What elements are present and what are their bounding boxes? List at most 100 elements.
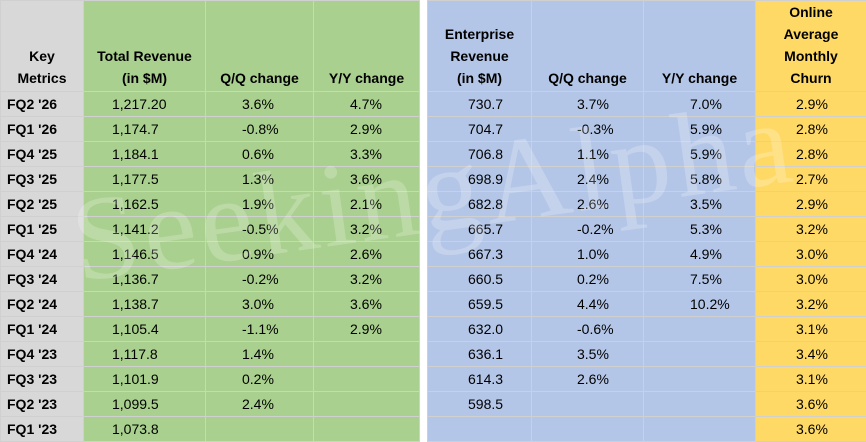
cell-quarter: FQ2 '26 <box>0 91 84 117</box>
header-total-revenue: Total Revenue (in $M) <box>83 0 206 92</box>
column-separator <box>419 341 428 367</box>
cell-enterprise-qq-change <box>531 416 644 442</box>
cell-enterprise-qq-change: 1.0% <box>531 241 644 267</box>
cell-online-churn: 2.9% <box>755 191 866 217</box>
header-line: Total Revenue <box>97 48 192 64</box>
table-row: FQ1 '23 1,073.8 3.6% <box>0 416 866 442</box>
cell-enterprise-qq-change: 4.4% <box>531 291 644 317</box>
header-key-metrics: Key Metrics <box>0 0 84 92</box>
cell-enterprise-qq-change: -0.6% <box>531 316 644 342</box>
cell-total-revenue: 1,073.8 <box>83 416 206 442</box>
cell-quarter: FQ1 '23 <box>0 416 84 442</box>
cell-online-churn: 3.6% <box>755 416 866 442</box>
cell-enterprise-qq-change: 1.1% <box>531 141 644 167</box>
cell-enterprise-yy-change: 5.3% <box>643 216 756 242</box>
cell-quarter: FQ2 '23 <box>0 391 84 417</box>
header-line: Online <box>789 4 833 20</box>
cell-quarter: FQ2 '24 <box>0 291 84 317</box>
cell-enterprise-revenue: 667.3 <box>427 241 532 267</box>
header-line: Metrics <box>17 70 67 86</box>
table-row: FQ2 '26 1,217.20 3.6% 4.7% 730.7 3.7% 7.0% 2.9% <box>0 91 866 117</box>
cell-total-revenue: 1,136.7 <box>83 266 206 292</box>
cell-enterprise-revenue: 659.5 <box>427 291 532 317</box>
header-line: Key <box>29 48 55 64</box>
cell-quarter: FQ2 '25 <box>0 191 84 217</box>
cell-quarter: FQ4 '23 <box>0 341 84 367</box>
cell-total-yy-change: 3.2% <box>313 266 420 292</box>
cell-online-churn: 3.4% <box>755 341 866 367</box>
cell-total-qq-change: -1.1% <box>205 316 314 342</box>
column-separator <box>419 0 428 92</box>
cell-online-churn: 2.8% <box>755 116 866 142</box>
header-line: Revenue <box>450 48 509 64</box>
cell-total-qq-change: 3.6% <box>205 91 314 117</box>
cell-total-revenue: 1,184.1 <box>83 141 206 167</box>
cell-enterprise-qq-change <box>531 391 644 417</box>
header-line: (in $M) <box>121 70 168 86</box>
cell-total-revenue: 1,138.7 <box>83 291 206 317</box>
column-separator <box>419 366 428 392</box>
cell-enterprise-revenue: 704.7 <box>427 116 532 142</box>
cell-total-yy-change: 2.9% <box>313 116 420 142</box>
header-line: (in $M) <box>456 70 503 86</box>
cell-enterprise-revenue: 660.5 <box>427 266 532 292</box>
cell-total-yy-change: 3.3% <box>313 141 420 167</box>
cell-online-churn: 2.9% <box>755 91 866 117</box>
cell-total-revenue: 1,101.9 <box>83 366 206 392</box>
table-row: FQ1 '24 1,105.4 -1.1% 2.9% 632.0 -0.6% 3.1% <box>0 316 866 342</box>
cell-enterprise-qq-change: 2.6% <box>531 191 644 217</box>
table-row: FQ2 '23 1,099.5 2.4% 598.5 3.6% <box>0 391 866 417</box>
cell-total-yy-change <box>313 341 420 367</box>
header-line: Average <box>783 26 839 42</box>
cell-enterprise-yy-change <box>643 316 756 342</box>
table-row: FQ4 '24 1,146.5 0.9% 2.6% 667.3 1.0% 4.9% 3.0% <box>0 241 866 267</box>
cell-total-qq-change <box>205 416 314 442</box>
column-separator <box>419 91 428 117</box>
header-row: Key Metrics Total Revenue (in $M) Q/Q ch… <box>0 0 866 92</box>
cell-enterprise-revenue: 614.3 <box>427 366 532 392</box>
cell-enterprise-revenue: 665.7 <box>427 216 532 242</box>
header-line: Enterprise <box>444 26 515 42</box>
table-body: FQ2 '26 1,217.20 3.6% 4.7% 730.7 3.7% 7.0% 2.9%… <box>0 91 866 442</box>
cell-total-qq-change: 1.4% <box>205 341 314 367</box>
header-line: Churn <box>790 70 832 86</box>
cell-quarter: FQ4 '24 <box>0 241 84 267</box>
column-separator <box>419 316 428 342</box>
cell-total-yy-change: 2.1% <box>313 191 420 217</box>
cell-total-revenue: 1,117.8 <box>83 341 206 367</box>
cell-enterprise-yy-change <box>643 391 756 417</box>
table-row: FQ4 '23 1,117.8 1.4% 636.1 3.5% 3.4% <box>0 341 866 367</box>
cell-quarter: FQ1 '24 <box>0 316 84 342</box>
cell-total-revenue: 1,141.2 <box>83 216 206 242</box>
cell-total-yy-change: 2.9% <box>313 316 420 342</box>
cell-quarter: FQ3 '24 <box>0 266 84 292</box>
column-separator <box>419 141 428 167</box>
cell-total-qq-change: -0.5% <box>205 216 314 242</box>
cell-total-yy-change: 2.6% <box>313 241 420 267</box>
cell-total-yy-change: 3.2% <box>313 216 420 242</box>
cell-enterprise-qq-change: 0.2% <box>531 266 644 292</box>
header-line: Y/Y change <box>661 70 738 86</box>
cell-enterprise-revenue: 632.0 <box>427 316 532 342</box>
cell-enterprise-revenue: 636.1 <box>427 341 532 367</box>
header-line: Monthly <box>784 48 838 64</box>
cell-quarter: FQ1 '25 <box>0 216 84 242</box>
cell-total-qq-change: 3.0% <box>205 291 314 317</box>
cell-enterprise-revenue <box>427 416 532 442</box>
cell-enterprise-qq-change: -0.2% <box>531 216 644 242</box>
column-separator <box>419 416 428 442</box>
column-separator <box>419 116 428 142</box>
cell-quarter: FQ1 '26 <box>0 116 84 142</box>
table-row: FQ4 '25 1,184.1 0.6% 3.3% 706.8 1.1% 5.9% 2.8% <box>0 141 866 167</box>
header-line: Q/Q change <box>220 70 299 86</box>
cell-enterprise-yy-change: 5.9% <box>643 141 756 167</box>
cell-total-yy-change <box>313 391 420 417</box>
cell-total-yy-change: 4.7% <box>313 91 420 117</box>
table-row: FQ3 '23 1,101.9 0.2% 614.3 2.6% 3.1% <box>0 366 866 392</box>
cell-online-churn: 3.1% <box>755 366 866 392</box>
cell-total-qq-change: 0.9% <box>205 241 314 267</box>
cell-online-churn: 3.0% <box>755 266 866 292</box>
column-separator <box>419 391 428 417</box>
cell-online-churn: 3.6% <box>755 391 866 417</box>
column-separator <box>419 191 428 217</box>
